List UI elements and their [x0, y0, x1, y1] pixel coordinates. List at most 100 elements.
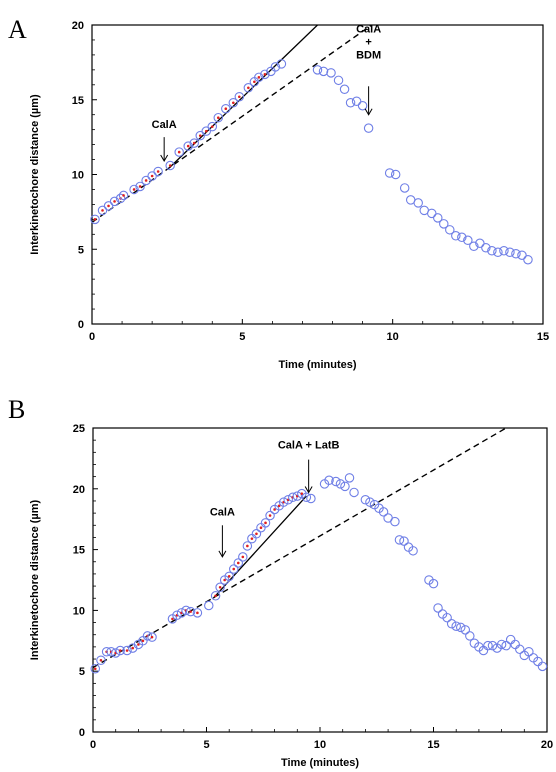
data-point: [505, 247, 515, 257]
y-tick-label: 25: [73, 423, 85, 435]
fit-point-marker: [232, 567, 236, 571]
data-point: [243, 83, 254, 93]
data-point: [408, 546, 418, 556]
data-point: [312, 65, 323, 75]
data-point: [451, 621, 461, 631]
fit-point-marker: [250, 537, 254, 540]
data-point: [189, 138, 199, 148]
y-tick-label: 10: [73, 605, 85, 617]
data-point: [147, 171, 157, 181]
data-point: [110, 648, 121, 658]
x-tick-label: 5: [203, 739, 209, 751]
data-point: [292, 491, 303, 501]
data-point: [122, 645, 132, 656]
fit-point-marker: [224, 107, 228, 111]
fit-point-marker: [177, 150, 181, 154]
data-point: [174, 147, 184, 157]
fit-point-marker: [273, 508, 276, 511]
annotation-arrowhead: [304, 486, 313, 494]
data-point: [442, 612, 452, 623]
data-point: [487, 245, 497, 256]
fit-point-marker: [144, 179, 148, 182]
data-point: [439, 219, 449, 229]
data-point: [427, 208, 437, 219]
fit-point-marker: [257, 76, 261, 79]
annotation-arrowhead: [364, 108, 373, 116]
y-tick-label: 20: [72, 20, 84, 32]
data-point: [351, 96, 362, 106]
data-point: [324, 475, 334, 486]
data-point: [265, 510, 275, 521]
data-point: [365, 497, 375, 507]
data-point: [147, 632, 157, 642]
x-tick-label: 10: [314, 739, 326, 751]
x-tick-label: 15: [537, 331, 549, 343]
annotation-label: BDM: [356, 49, 381, 61]
fit-point-marker: [263, 73, 267, 76]
data-point: [344, 473, 355, 483]
fit-point-marker: [192, 141, 196, 145]
data-point: [390, 516, 400, 527]
data-point: [172, 610, 182, 621]
x-axis-label: Time (minutes): [281, 757, 359, 769]
data-point: [118, 190, 129, 201]
fit-point-marker: [150, 635, 154, 639]
data-point: [97, 205, 108, 216]
x-tick-label: 15: [427, 739, 439, 751]
fit-point-marker: [259, 526, 263, 530]
fit-point-marker: [137, 643, 140, 646]
y-tick-label: 15: [72, 95, 84, 107]
panel-letter-a: A: [8, 15, 27, 44]
data-point: [185, 606, 196, 617]
data-point: [109, 196, 120, 207]
data-point: [103, 201, 114, 211]
data-point: [318, 66, 329, 77]
data-point: [207, 121, 218, 132]
data-point: [394, 535, 405, 545]
annotation-arrowhead: [160, 154, 169, 163]
data-point: [433, 213, 443, 223]
data-point: [384, 168, 395, 178]
data-point: [331, 476, 341, 487]
fit-point-marker: [150, 174, 154, 178]
fit-point-marker: [232, 101, 235, 105]
data-point: [129, 184, 139, 195]
fit-point-marker: [227, 575, 231, 578]
fit-point-marker: [138, 185, 142, 188]
panel-a-chart: 0 5 10 15 0 5 10 15 20 Time (minutes) Interkinetoc…: [29, 20, 549, 371]
data-point: [345, 97, 356, 108]
data-point: [224, 571, 234, 582]
x-tick-label: 20: [541, 739, 553, 751]
x-tick-label: 5: [239, 331, 245, 343]
data-point: [537, 661, 548, 672]
data-point: [165, 160, 175, 171]
data-point: [283, 494, 293, 505]
data-point: [469, 241, 479, 252]
fit-point-marker: [93, 218, 97, 221]
panel-letter-b: B: [8, 395, 25, 424]
data-point: [378, 507, 389, 517]
data-point: [517, 250, 527, 260]
y-tick-label: 5: [78, 244, 84, 256]
fit-point-marker: [93, 667, 97, 671]
data-point: [357, 100, 368, 111]
data-point: [301, 492, 312, 503]
data-point: [335, 479, 346, 489]
data-point: [496, 639, 507, 650]
data-point: [260, 69, 270, 80]
data-point: [333, 75, 344, 86]
fit-point-marker: [198, 134, 202, 137]
data-point: [183, 141, 193, 151]
fit-point-marker: [122, 194, 125, 197]
data-point: [210, 591, 221, 601]
data-point: [483, 640, 493, 651]
fit-point-marker: [141, 639, 145, 643]
fit-point-marker: [241, 555, 245, 559]
fit-point-marker: [277, 504, 281, 508]
y-tick-label: 5: [79, 666, 85, 678]
data-point: [360, 494, 371, 505]
fit-point-marker: [189, 610, 192, 613]
data-point: [141, 175, 151, 186]
dashed-fit-line: [93, 428, 507, 669]
